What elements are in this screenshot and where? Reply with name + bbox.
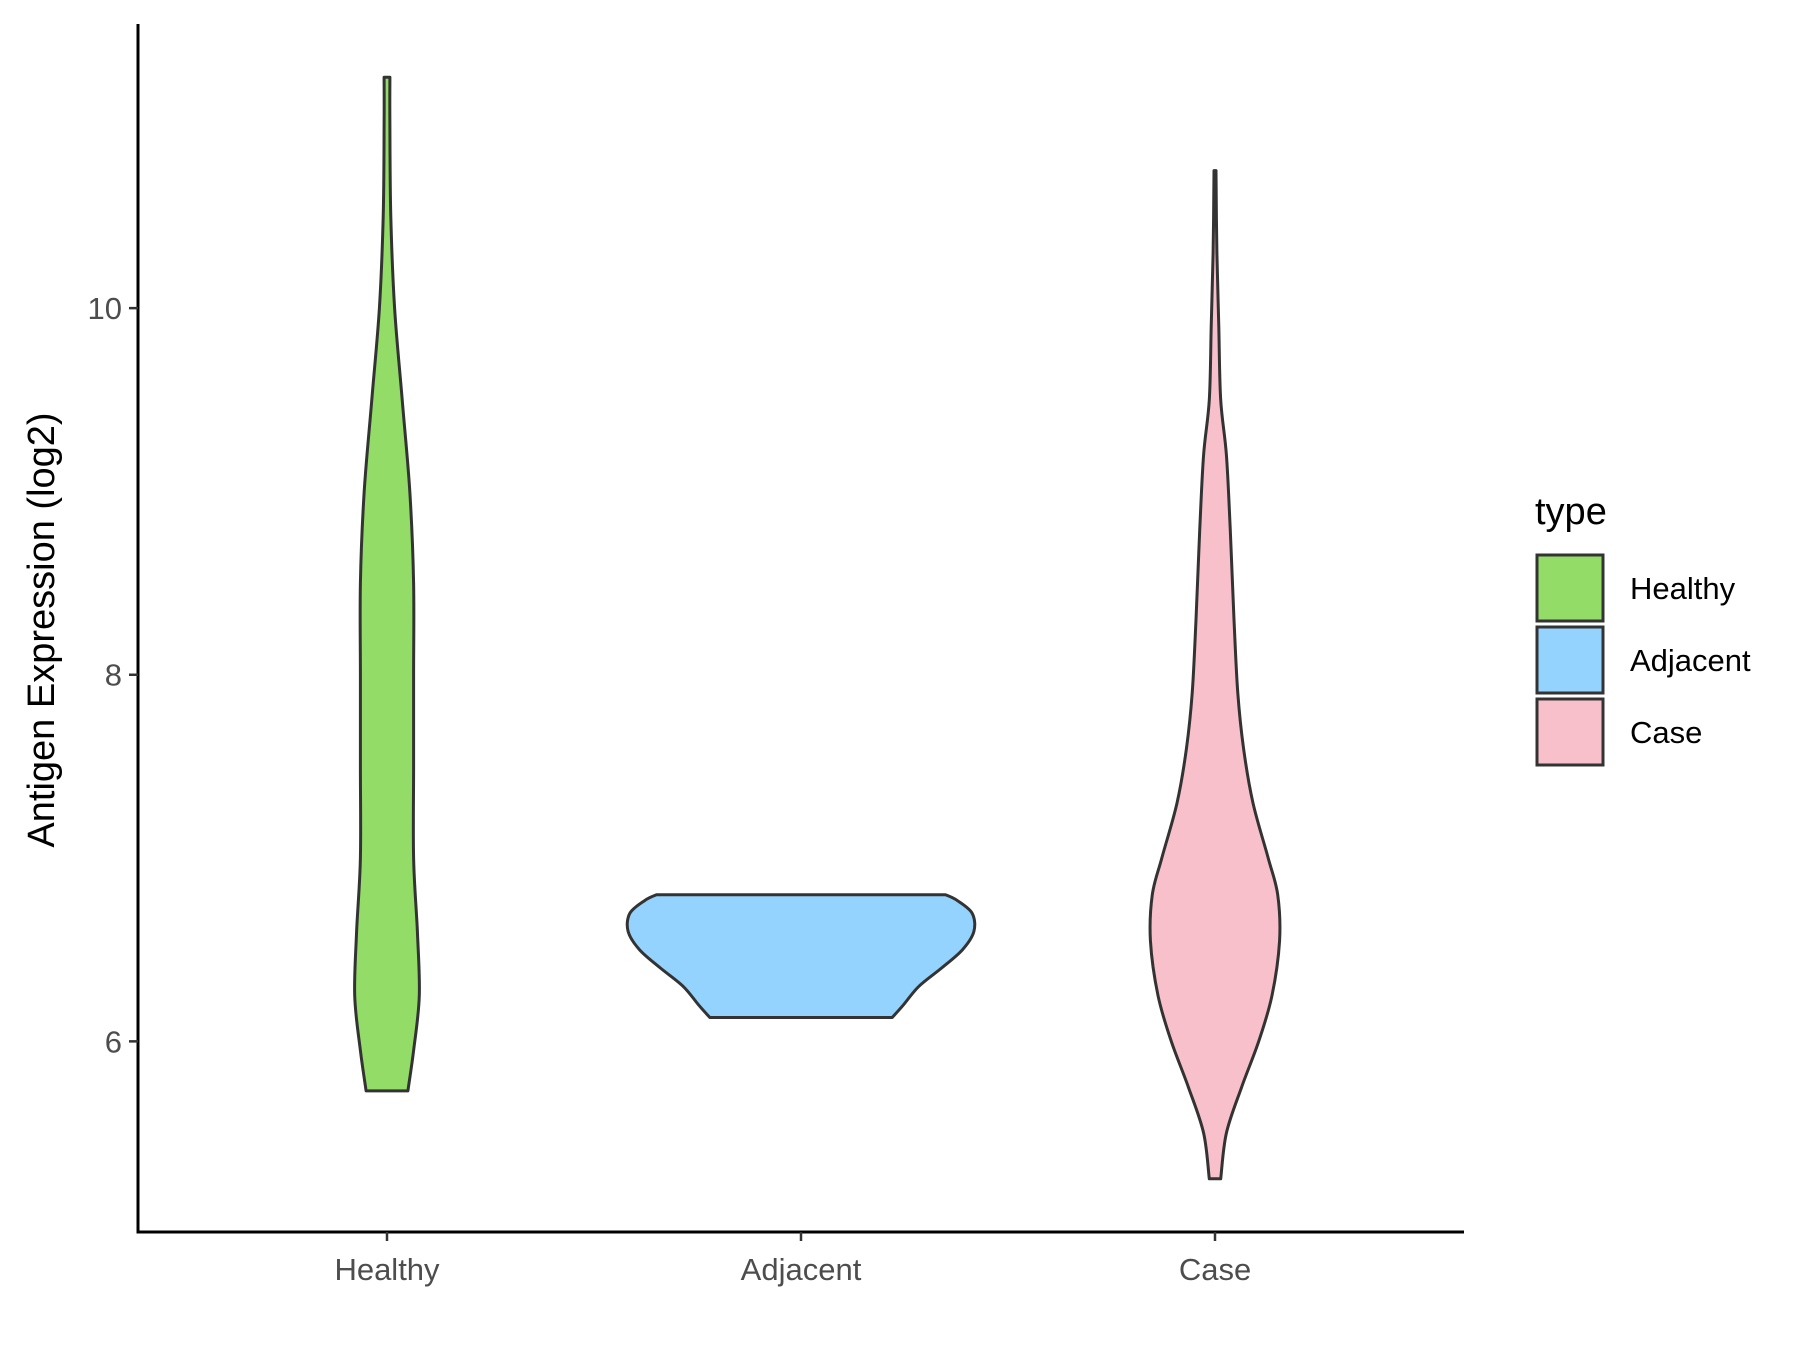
y-tick-label: 6 bbox=[105, 1024, 122, 1059]
legend-key-adjacent bbox=[1535, 625, 1605, 695]
violin-case bbox=[1148, 169, 1282, 1181]
legend-label-adjacent: Adjacent bbox=[1630, 643, 1751, 678]
legend-label-healthy: Healthy bbox=[1630, 571, 1736, 606]
legend-key-healthy bbox=[1535, 553, 1605, 623]
x-tick-label-case: Case bbox=[1179, 1252, 1251, 1287]
violin-layer bbox=[353, 75, 1282, 1181]
y-axis-title: Antigen Expression (log2) bbox=[21, 412, 63, 847]
legend-key-case bbox=[1535, 697, 1605, 767]
x-axis-ticks: Healthy Adjacent Case bbox=[334, 1232, 1251, 1287]
x-tick-label-adjacent: Adjacent bbox=[741, 1252, 862, 1287]
violin-adjacent bbox=[625, 893, 977, 1019]
violin-healthy bbox=[353, 75, 421, 1093]
legend-label-case: Case bbox=[1630, 715, 1702, 750]
x-tick-label-healthy: Healthy bbox=[334, 1252, 440, 1287]
y-axis-ticks: 6 8 10 bbox=[88, 291, 138, 1059]
y-tick-label: 8 bbox=[105, 658, 122, 693]
legend-title: type bbox=[1535, 491, 1607, 533]
y-tick-label: 10 bbox=[88, 291, 122, 326]
legend: type Healthy Adjacent Case bbox=[1535, 491, 1751, 767]
